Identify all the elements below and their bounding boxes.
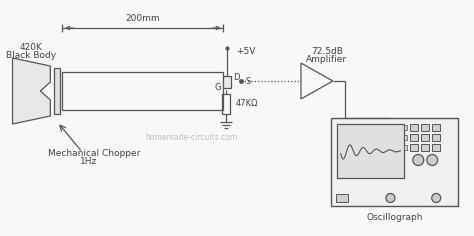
Circle shape	[427, 155, 438, 165]
Circle shape	[413, 155, 424, 165]
Bar	[337, 124, 404, 178]
Bar	[421, 144, 429, 151]
Text: 420K: 420K	[20, 43, 43, 52]
Bar	[62, 72, 223, 110]
Text: homemade-circuits.com: homemade-circuits.com	[146, 134, 237, 143]
Text: +5V: +5V	[237, 46, 255, 55]
Circle shape	[386, 194, 395, 202]
Bar	[222, 94, 230, 114]
Text: 1Hz: 1Hz	[80, 157, 97, 167]
Bar	[404, 125, 407, 130]
Bar	[421, 134, 429, 141]
Text: 47KΩ: 47KΩ	[235, 100, 258, 109]
Text: 200mm: 200mm	[126, 14, 160, 23]
Text: Mechanical Chopper: Mechanical Chopper	[48, 149, 140, 159]
Text: S: S	[245, 76, 250, 85]
Bar	[432, 134, 440, 141]
Text: G: G	[215, 83, 221, 92]
Bar	[410, 134, 419, 141]
Bar	[410, 124, 419, 131]
Text: Amplifier: Amplifier	[306, 55, 347, 63]
Text: Black Body: Black Body	[6, 51, 56, 59]
Bar	[331, 118, 458, 206]
Bar	[223, 76, 231, 88]
Bar	[404, 135, 407, 140]
Bar	[404, 145, 407, 150]
Bar	[410, 144, 419, 151]
Bar	[336, 194, 348, 202]
Bar	[55, 68, 60, 114]
Text: D: D	[233, 73, 240, 83]
Text: 72.5dB: 72.5dB	[311, 46, 343, 55]
Text: Oscillograph: Oscillograph	[366, 212, 423, 222]
Bar	[421, 124, 429, 131]
Polygon shape	[12, 58, 50, 124]
Bar	[432, 124, 440, 131]
Circle shape	[432, 194, 441, 202]
Bar	[432, 144, 440, 151]
